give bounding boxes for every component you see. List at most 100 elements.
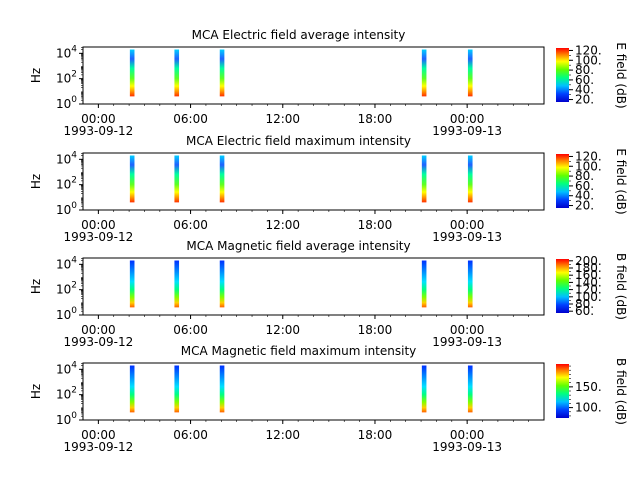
colorbar-tick-label: 80. [575, 169, 594, 183]
colorbar-tick-label: 200. [575, 254, 602, 268]
x-tick-time: 00:00 [81, 428, 116, 442]
x-tick-time: 18:00 [358, 323, 393, 337]
colorbar-tick-label: 120. [575, 43, 602, 57]
x-tick-time: 06:00 [173, 323, 208, 337]
burst-2 [174, 49, 180, 97]
colorbar: 100. 150. B field (dB) [556, 358, 628, 425]
burst-2 [174, 365, 180, 413]
y-axis-label: Hz [29, 68, 43, 83]
panel-1: MCA Electric field average intensity 100 1… [29, 28, 628, 138]
y-tick-label: 104 [56, 44, 77, 60]
colorbar-tick-label: 80. [575, 63, 594, 77]
burst-2 [174, 155, 180, 203]
burst-4 [421, 49, 427, 97]
colorbar-label: B field (dB) [614, 358, 628, 425]
burst-5 [467, 49, 473, 97]
colorbar-tick-label: 20. [575, 199, 594, 213]
x-tick-time: 00:00 [81, 218, 116, 232]
x-tick-time: 18:00 [358, 112, 393, 126]
colorbar-label: E field (dB) [614, 42, 628, 108]
burst-1 [129, 260, 135, 308]
x-tick-time: 00:00 [81, 323, 116, 337]
burst-1 [129, 365, 135, 413]
plot-frame [82, 257, 545, 316]
panel-2: MCA Electric field maximum intensity 100 1… [29, 134, 628, 244]
y-tick-label: 102 [56, 281, 77, 297]
colorbar-scale [556, 154, 569, 208]
x-tick-time: 06:00 [173, 218, 208, 232]
colorbar-tick-label: 60. [575, 73, 594, 87]
colorbar-tick-label: 180. [575, 261, 602, 275]
x-tick-date: 1993-09-12 [63, 124, 133, 138]
y-tick-label: 100 [56, 411, 77, 427]
panel-title: MCA Magnetic field maximum intensity [181, 344, 417, 358]
x-tick-date: 1993-09-13 [432, 230, 502, 244]
spectrogram-data [129, 365, 473, 413]
colorbar-tick-label: 100. [575, 401, 602, 415]
x-tick-date: 1993-09-13 [432, 124, 502, 138]
burst-5 [467, 260, 473, 308]
burst-4 [421, 155, 427, 203]
burst-2 [174, 260, 180, 308]
x-tick-date: 1993-09-12 [63, 335, 133, 349]
x-tick-time: 12:00 [265, 323, 300, 337]
colorbar-scale [556, 259, 569, 313]
colorbar-tick-label: 150. [575, 380, 602, 394]
x-tick-time: 12:00 [265, 218, 300, 232]
colorbar-tick-label: 60. [575, 304, 594, 318]
burst-1 [129, 49, 135, 97]
colorbar-tick-label: 100. [575, 159, 602, 173]
colorbar-tick-label: 140. [575, 275, 602, 289]
y-tick-label: 104 [56, 255, 77, 271]
colorbar-scale [556, 48, 569, 102]
colorbar-scale [556, 364, 569, 418]
panel-3: MCA Magnetic field average intensity 100 1… [29, 239, 628, 349]
x-tick-time: 00:00 [450, 323, 485, 337]
y-tick-label: 102 [56, 386, 77, 402]
x-tick-date: 1993-09-12 [63, 440, 133, 454]
y-tick-label: 100 [56, 201, 77, 217]
colorbar-tick-label: 120. [575, 149, 602, 163]
spectrogram-data [129, 260, 473, 308]
colorbar-tick-label: 100. [575, 53, 602, 67]
x-tick-date: 1993-09-13 [432, 335, 502, 349]
burst-3 [219, 260, 225, 308]
spectrogram-data [129, 155, 473, 203]
y-axis-label: Hz [29, 279, 43, 294]
y-tick-label: 100 [56, 95, 77, 111]
x-tick-time: 00:00 [450, 218, 485, 232]
plot-frame [82, 152, 545, 211]
plot-frame [82, 46, 545, 105]
x-tick-time: 06:00 [173, 428, 208, 442]
colorbar: 60.80.100.120.140.160.180.200. B field (d… [556, 253, 628, 320]
y-tick-label: 102 [56, 176, 77, 192]
burst-4 [421, 260, 427, 308]
x-tick-time: 12:00 [265, 112, 300, 126]
y-axis-label: Hz [29, 384, 43, 399]
colorbar-tick-label: 40. [575, 83, 594, 97]
burst-5 [467, 155, 473, 203]
colorbar-tick-label: 40. [575, 189, 594, 203]
colorbar: 20.40.60.80.100.120. E field (dB) [556, 148, 628, 215]
colorbar-tick-label: 120. [575, 283, 602, 297]
burst-3 [219, 365, 225, 413]
colorbar-tick-label: 20. [575, 93, 594, 107]
burst-3 [219, 155, 225, 203]
colorbar-tick-label: 100. [575, 290, 602, 304]
x-tick-time: 00:00 [450, 112, 485, 126]
y-tick-label: 104 [56, 360, 77, 376]
x-tick-time: 00:00 [450, 428, 485, 442]
y-tick-label: 100 [56, 306, 77, 322]
panel-title: MCA Electric field maximum intensity [186, 134, 411, 148]
colorbar-tick-label: 160. [575, 268, 602, 282]
x-tick-date: 1993-09-13 [432, 440, 502, 454]
x-tick-time: 06:00 [173, 112, 208, 126]
panel-title: MCA Electric field average intensity [192, 28, 406, 42]
plot-frame [82, 362, 545, 421]
x-tick-time: 00:00 [81, 112, 116, 126]
burst-3 [219, 49, 225, 97]
colorbar-tick-label: 60. [575, 179, 594, 193]
y-axis-label: Hz [29, 174, 43, 189]
x-tick-time: 18:00 [358, 428, 393, 442]
